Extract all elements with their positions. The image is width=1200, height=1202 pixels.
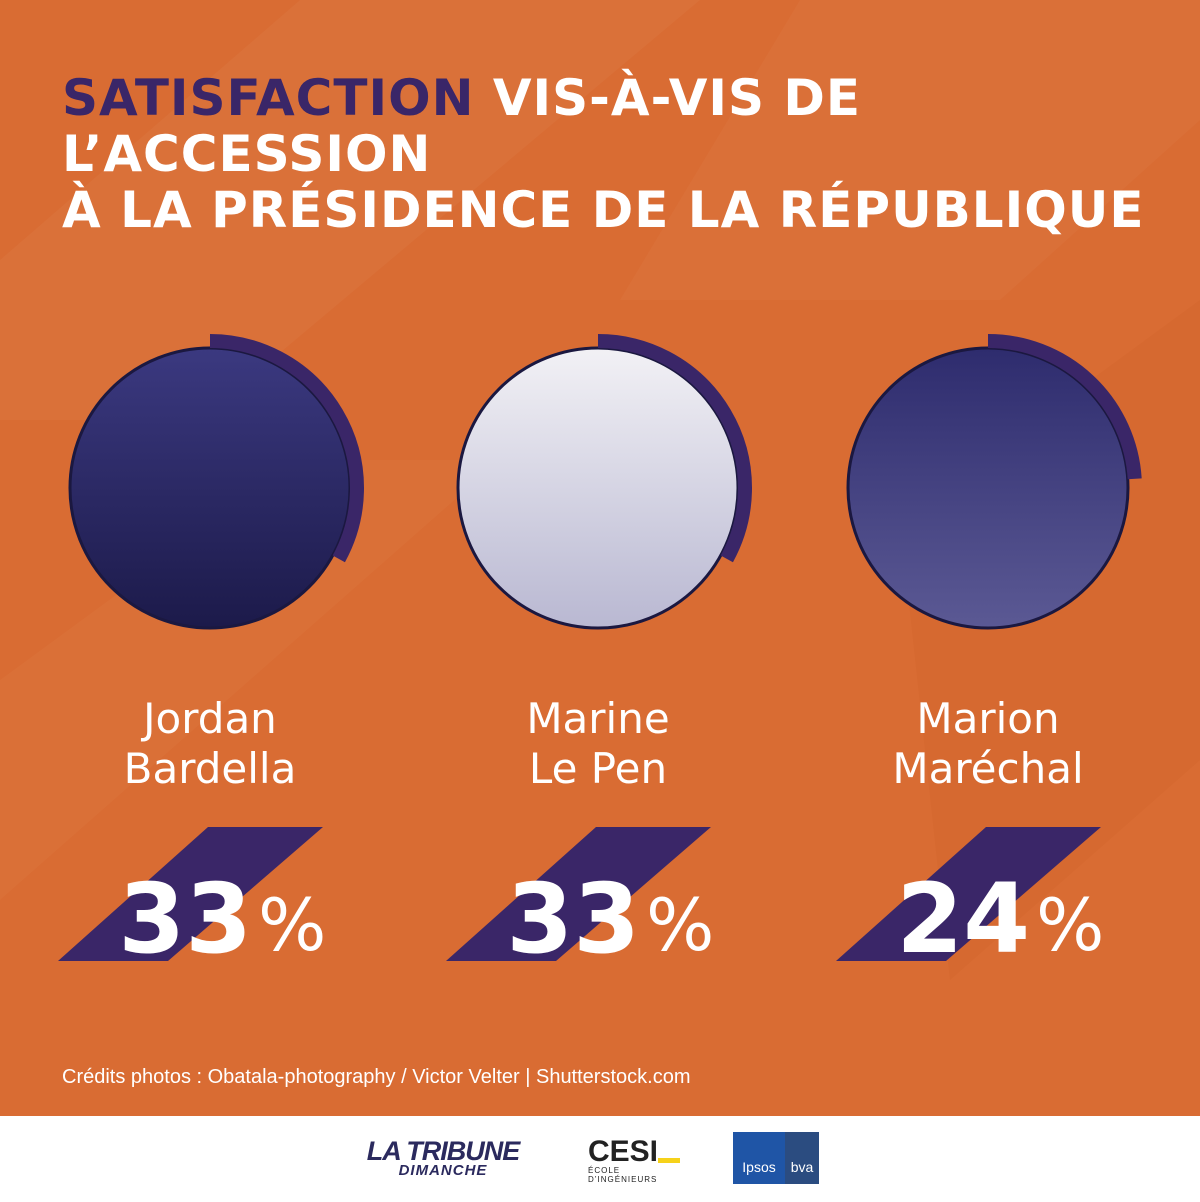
candidate-name-line2-3: Maréchal [892,744,1083,793]
photo-credits: Crédits photos : Obatala-photography / V… [62,1066,691,1088]
ipsos-bva-logo: Ipsos bva [733,1132,819,1184]
cesi-logo-sub: ÉCOLE D’INGÉNIEURS [588,1166,658,1184]
candidate-photo-2 [456,346,740,630]
candidate-name-line2-2: Le Pen [529,744,667,793]
percentage-sign-1: % [258,883,326,967]
candidate-name-line2-1: Bardella [124,744,297,793]
percentage-value-3: 24 [896,863,1030,975]
candidate-name-line1-2: Marine [526,694,669,743]
candidate-photo-1 [68,346,352,630]
satisfaction-arc-1 [209,334,364,563]
candidate-name-line1-3: Marion [916,694,1059,743]
percentage-value-1: 33 [118,863,252,975]
title-line1-rest: VIS-À-VIS DE L’ACCESSION [62,69,862,183]
satisfaction-arc-3 [987,334,1142,480]
cesi-logo: CESI ÉCOLE D’INGÉNIEURS [588,1135,688,1184]
percentage-band-1 [58,827,323,961]
bva-logo: bva [785,1132,819,1184]
percentage-sign-3: % [1036,883,1104,967]
la-tribune-logo: LA TRIBUNE DIMANCHE [348,1136,538,1179]
footer-logos: LA TRIBUNE DIMANCHE CESI ÉCOLE D’INGÉNIE… [0,1116,1200,1200]
percentage-sign-2: % [646,883,714,967]
la-tribune-logo-sub: DIMANCHE [398,1162,488,1179]
title-highlight: SATISFACTION [62,69,475,127]
cesi-logo-main: CESI [588,1135,659,1168]
cesi-logo-bar [658,1158,680,1163]
la-tribune-logo-main: LA TRIBUNE [366,1136,521,1166]
percentage-value-2: 33 [506,863,640,975]
percentage-band-3 [836,827,1101,961]
candidate-name-line1-1: Jordan [140,694,277,743]
satisfaction-arc-2 [597,334,752,563]
chart-title: SATISFACTION VIS-À-VIS DE L’ACCESSION À … [62,70,1162,238]
title-line2: À LA PRÉSIDENCE DE LA RÉPUBLIQUE [62,181,1145,239]
candidate-photo-3 [846,346,1130,630]
percentage-band-2 [446,827,711,961]
ipsos-logo: Ipsos [733,1132,785,1184]
